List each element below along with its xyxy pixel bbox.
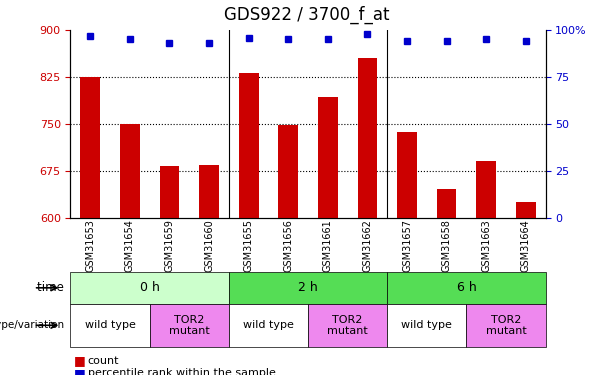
Bar [238,72,259,217]
Text: ■: ■ [74,367,85,375]
Bar [516,202,536,217]
Bar [397,132,417,218]
Bar [476,161,496,218]
Bar [436,189,457,217]
Text: time: time [37,281,67,294]
Text: percentile rank within the sample: percentile rank within the sample [88,368,275,375]
Text: TOR2
mutant: TOR2 mutant [485,315,527,336]
Text: 6 h: 6 h [457,281,476,294]
Text: genotype/variation: genotype/variation [0,320,67,330]
Text: 2 h: 2 h [298,281,318,294]
Text: wild type: wild type [402,320,452,330]
Text: GDS922 / 3700_f_at: GDS922 / 3700_f_at [224,6,389,24]
Bar [318,97,338,218]
Bar [80,77,100,218]
Text: TOR2
mutant: TOR2 mutant [169,315,210,336]
Text: wild type: wild type [85,320,135,330]
Text: count: count [88,356,119,366]
Bar [278,125,298,217]
Text: wild type: wild type [243,320,294,330]
Bar [199,165,219,218]
Bar [120,124,140,218]
Text: 0 h: 0 h [140,281,159,294]
Text: TOR2
mutant: TOR2 mutant [327,315,368,336]
Bar [159,166,180,218]
Text: ■: ■ [74,354,85,367]
Bar [357,58,378,217]
